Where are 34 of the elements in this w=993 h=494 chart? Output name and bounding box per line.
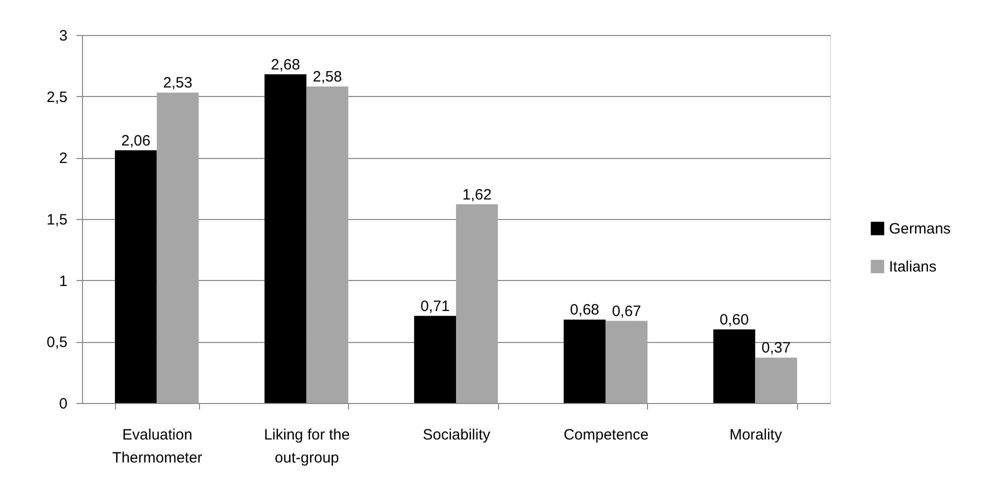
x-tick-label: Competence: [564, 426, 649, 444]
data-label: 0,67: [612, 302, 642, 320]
data-label: 0,68: [570, 302, 600, 319]
x-tick-label: Sociability: [422, 426, 491, 444]
y-tick-label: 2: [59, 150, 68, 168]
y-tick-label: 1,5: [46, 212, 68, 228]
data-label: 0,60: [720, 311, 749, 328]
x-tick-label: Morality: [729, 426, 782, 444]
data-label: 2,68: [270, 56, 300, 74]
bar: [114, 150, 157, 403]
data-label: 0,71: [420, 298, 450, 315]
y-tick-label: 0: [59, 396, 68, 412]
legend-label: Germans: [889, 220, 951, 238]
data-label: 2,58: [312, 68, 342, 86]
bar: [713, 329, 756, 403]
bar: [306, 86, 348, 403]
y-tick-label: 0,5: [46, 334, 68, 352]
bar: [755, 358, 798, 403]
y-tick-label: 1: [59, 272, 68, 290]
data-label: 1,62: [462, 186, 492, 204]
bar: [414, 316, 456, 403]
data-label: 2,06: [121, 132, 150, 150]
bar: [606, 320, 648, 403]
x-tick-label: Evaluation Thermometer: [112, 426, 202, 466]
legend-label: Italians: [889, 258, 937, 276]
bar: [264, 74, 306, 403]
bar: [156, 92, 199, 403]
bar: [456, 204, 498, 403]
data-label: 0,37: [762, 340, 791, 357]
bar: [564, 320, 606, 403]
x-tick-label: Liking for the out-group: [264, 426, 350, 466]
y-tick-label: 3: [59, 28, 68, 44]
data-label: 2,53: [163, 74, 192, 92]
y-tick-label: 2,5: [46, 88, 68, 106]
